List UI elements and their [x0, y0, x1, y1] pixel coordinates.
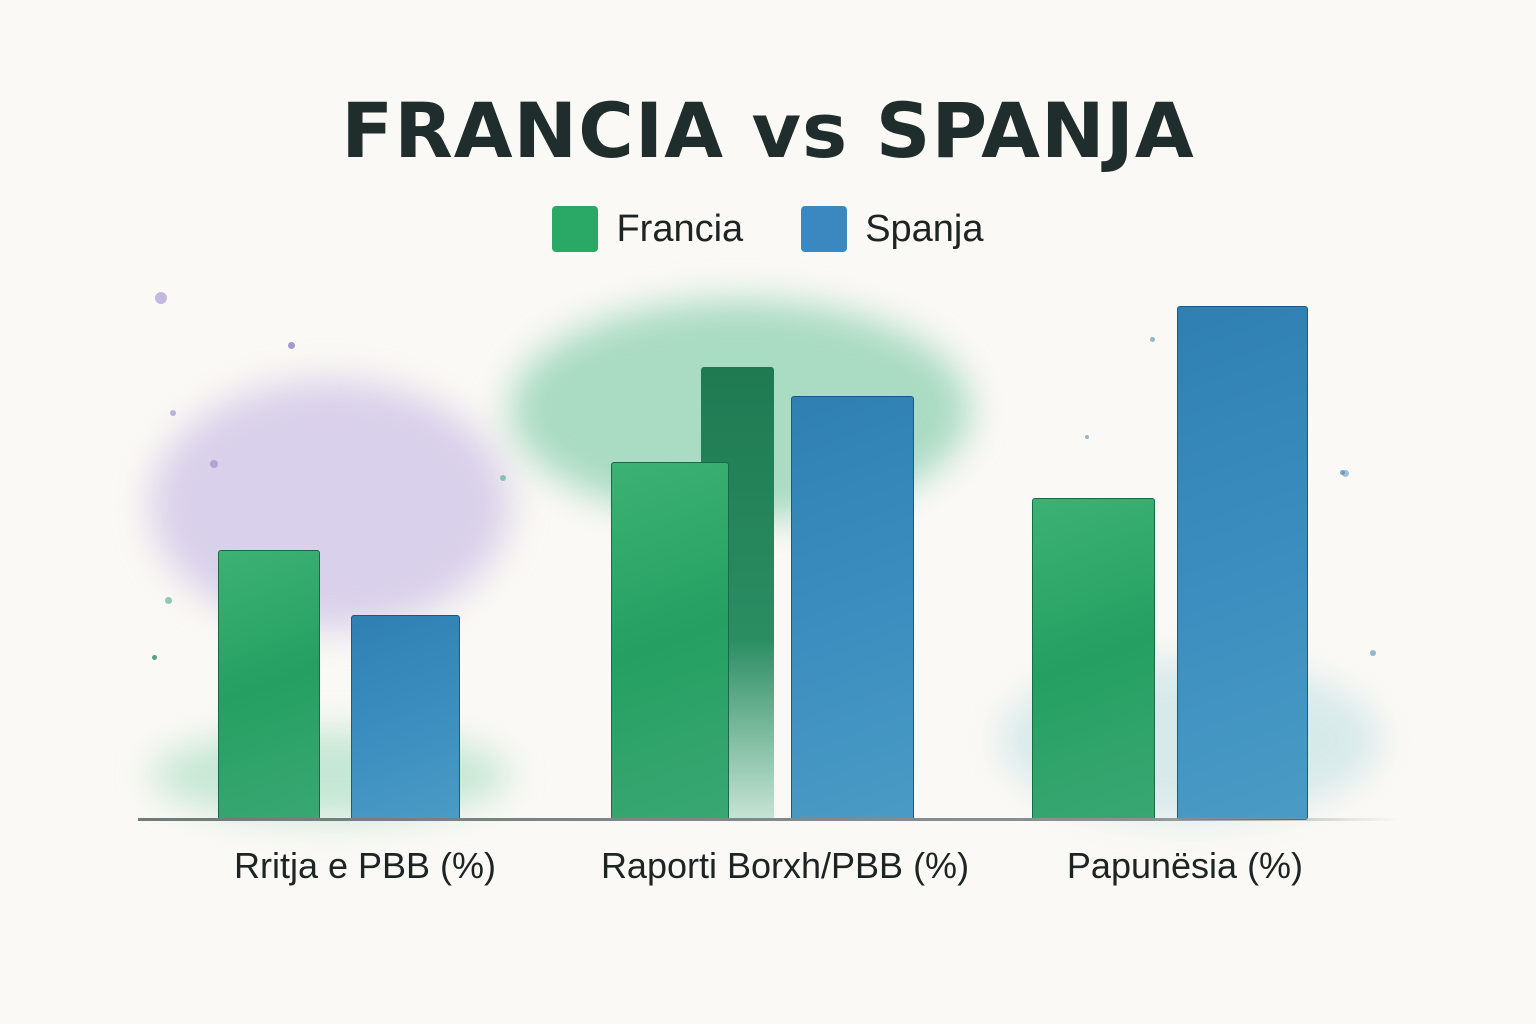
category-label-borxh-pbb: Raporti Borxh/PBB (%) — [600, 845, 970, 886]
speckle-dot — [500, 475, 506, 481]
legend-swatch-spanja — [801, 206, 848, 252]
bar-spanja-borxh-pbb — [791, 396, 914, 820]
bar-francia-rritja-pbb — [218, 550, 320, 820]
speckle-dot — [152, 655, 157, 660]
speckle-dot — [155, 292, 167, 304]
bar-francia-borxh-pbb — [611, 462, 729, 820]
legend-label-francia: Francia — [616, 207, 744, 250]
speckle-dot — [170, 410, 176, 416]
legend-item-spanja: Spanja — [801, 206, 984, 252]
legend-swatch-francia — [552, 206, 599, 252]
speckle-dot — [1150, 337, 1155, 342]
legend-label-spanja: Spanja — [865, 207, 984, 250]
legend-item-francia: Francia — [552, 206, 743, 252]
speckle-dot — [165, 597, 172, 604]
speckle-dot — [288, 342, 295, 349]
speckle-dot — [1370, 650, 1376, 656]
speckle-dot — [1085, 435, 1089, 439]
chart-title: FRANCIA vs SPANJA — [341, 86, 1195, 175]
speckle-dot — [210, 460, 218, 468]
category-label-papunesia: Papunësia (%) — [1066, 845, 1304, 886]
speckle-dot — [1342, 470, 1349, 477]
legend: Francia Spanja — [0, 206, 1536, 252]
bar-spanja-papunesia — [1177, 306, 1308, 820]
x-axis-baseline — [138, 818, 1400, 821]
category-label-rritja-pbb: Rritja e PBB (%) — [233, 845, 497, 886]
bar-spanja-rritja-pbb — [351, 615, 460, 820]
bar-francia-papunesia — [1032, 498, 1155, 820]
purple-watercolor-wash — [150, 380, 510, 630]
